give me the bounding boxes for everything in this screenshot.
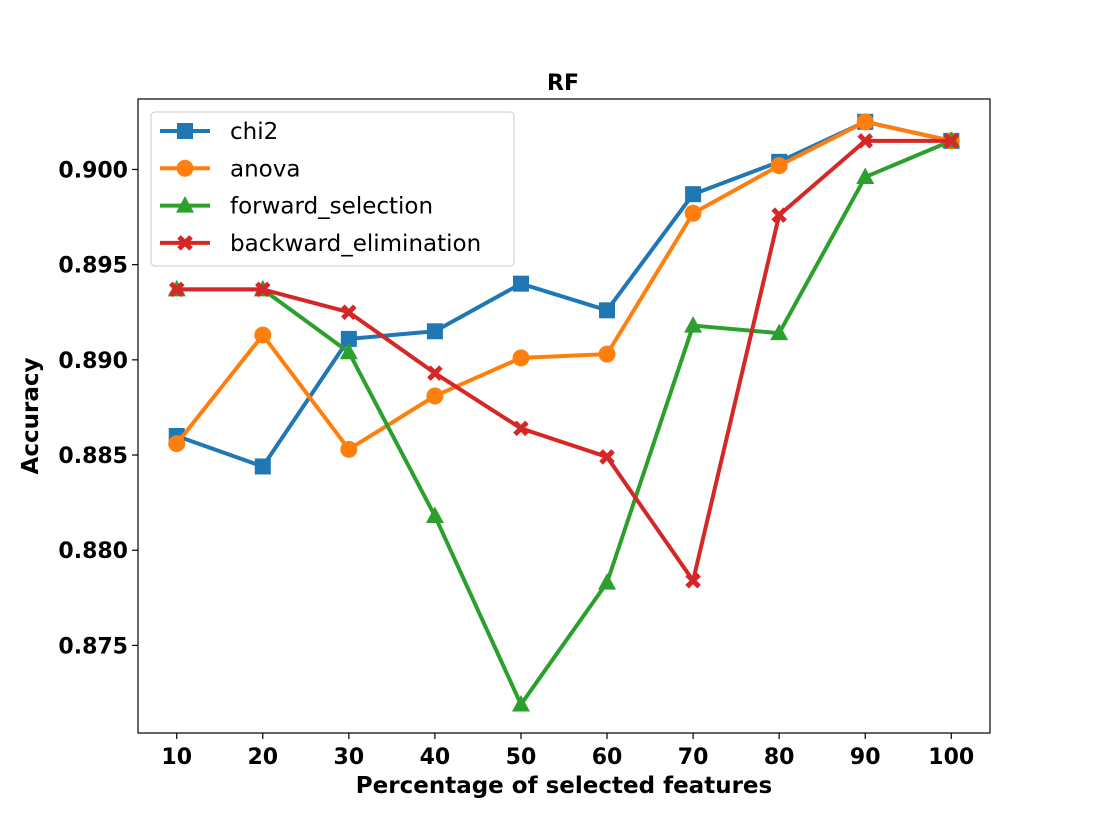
data-point-anova [512,349,530,367]
x-tick-label: 70 [678,745,709,770]
y-tick-label: 0.875 [58,634,128,659]
x-tick-label: 30 [334,745,365,770]
series-line-backward_elimination [174,138,954,583]
data-point-backward_elimination [255,281,271,298]
legend-label: chi2 [230,119,278,145]
x-tick-label: 90 [850,745,881,770]
y-tick-label: 0.885 [58,444,128,469]
x-marker-stroke [255,281,271,298]
legend-item-anova: anova [160,156,300,182]
data-point-chi2 [599,302,616,319]
axes-frame [137,98,991,734]
data-point-chi2 [512,275,529,292]
x-marker-stroke [168,281,185,298]
legend-marker [177,123,193,139]
data-point-backward_elimination [427,365,443,381]
data-point-backward_elimination [943,133,960,149]
y-tick-label: 0.880 [58,539,128,564]
legend-box [150,111,515,267]
y-axis: 0.875 0.880 0.885 0.890 0.895 0.900 [58,158,138,659]
x-marker-stroke [599,449,615,465]
y-axis-label: Accuracy [18,358,44,475]
x-tick-label: 80 [764,745,795,770]
data-point-backward_elimination [513,420,529,437]
data-point-anova [426,387,444,405]
data-point-forward_selection [511,694,530,712]
data-point-forward_selection [770,323,789,341]
data-point-backward_elimination [341,304,357,321]
data-point-forward_selection [856,167,875,185]
x-marker-stroke [857,133,873,149]
x-tick-label: 20 [247,745,278,770]
data-point-backward_elimination [685,572,701,589]
legend-label: forward_selection [230,194,433,220]
chart-title: RF [547,71,579,96]
data-point-chi2 [340,330,357,347]
data-point-anova [598,345,616,363]
data-point-anova [168,435,186,453]
x-marker-stroke [427,365,443,381]
legend-item-backward_elimination: backward_elimination [160,231,481,257]
data-point-chi2 [685,186,702,203]
x-marker-stroke [341,304,357,321]
y-tick-label: 0.900 [58,158,128,183]
data-point-anova [684,204,702,222]
data-point-anova [770,157,788,175]
x-marker-stroke [513,420,529,437]
data-point-backward_elimination [857,133,873,149]
data-point-backward_elimination [168,281,185,298]
legend-item-chi2: chi2 [160,119,278,145]
plot-area [167,113,961,712]
legend-marker [176,196,194,213]
x-tick-label: 100 [928,745,974,770]
legend-marker [176,159,194,177]
data-point-anova [856,113,874,131]
series-backward_elimination [168,133,960,589]
x-tick-label: 10 [161,745,192,770]
x-tick-label: 40 [420,745,451,770]
data-point-chi2 [254,458,271,475]
legend: chi2 anova forward_selection backward_elimi… [150,111,515,267]
series-line-anova [174,119,954,452]
legend-label: backward_elimination [230,231,481,257]
data-point-forward_selection [598,573,617,590]
y-tick-label: 0.890 [58,349,128,374]
data-point-forward_selection [684,316,703,333]
series-line-forward_selection [174,138,954,707]
y-tick-label: 0.895 [58,254,128,279]
x-marker-stroke [177,235,193,251]
x-marker-stroke [685,572,701,589]
data-point-anova [254,326,272,344]
x-axis: 10 20 30 40 50 60 70 80 90 100 [161,733,974,770]
data-point-chi2 [426,323,443,340]
x-marker-stroke [771,207,787,223]
x-tick-label: 50 [506,745,537,770]
legend-label: anova [230,156,300,182]
data-point-backward_elimination [599,449,615,465]
legend-marker [177,235,193,251]
data-point-forward_selection [339,342,358,360]
data-point-anova [340,440,358,458]
data-point-backward_elimination [771,207,787,223]
series-anova [168,113,960,458]
legend-item-forward_selection: forward_selection [160,194,433,220]
x-axis-label: Percentage of selected features [356,773,772,799]
x-tick-label: 60 [592,745,623,770]
data-point-forward_selection [425,506,444,523]
x-marker-stroke [943,133,960,149]
